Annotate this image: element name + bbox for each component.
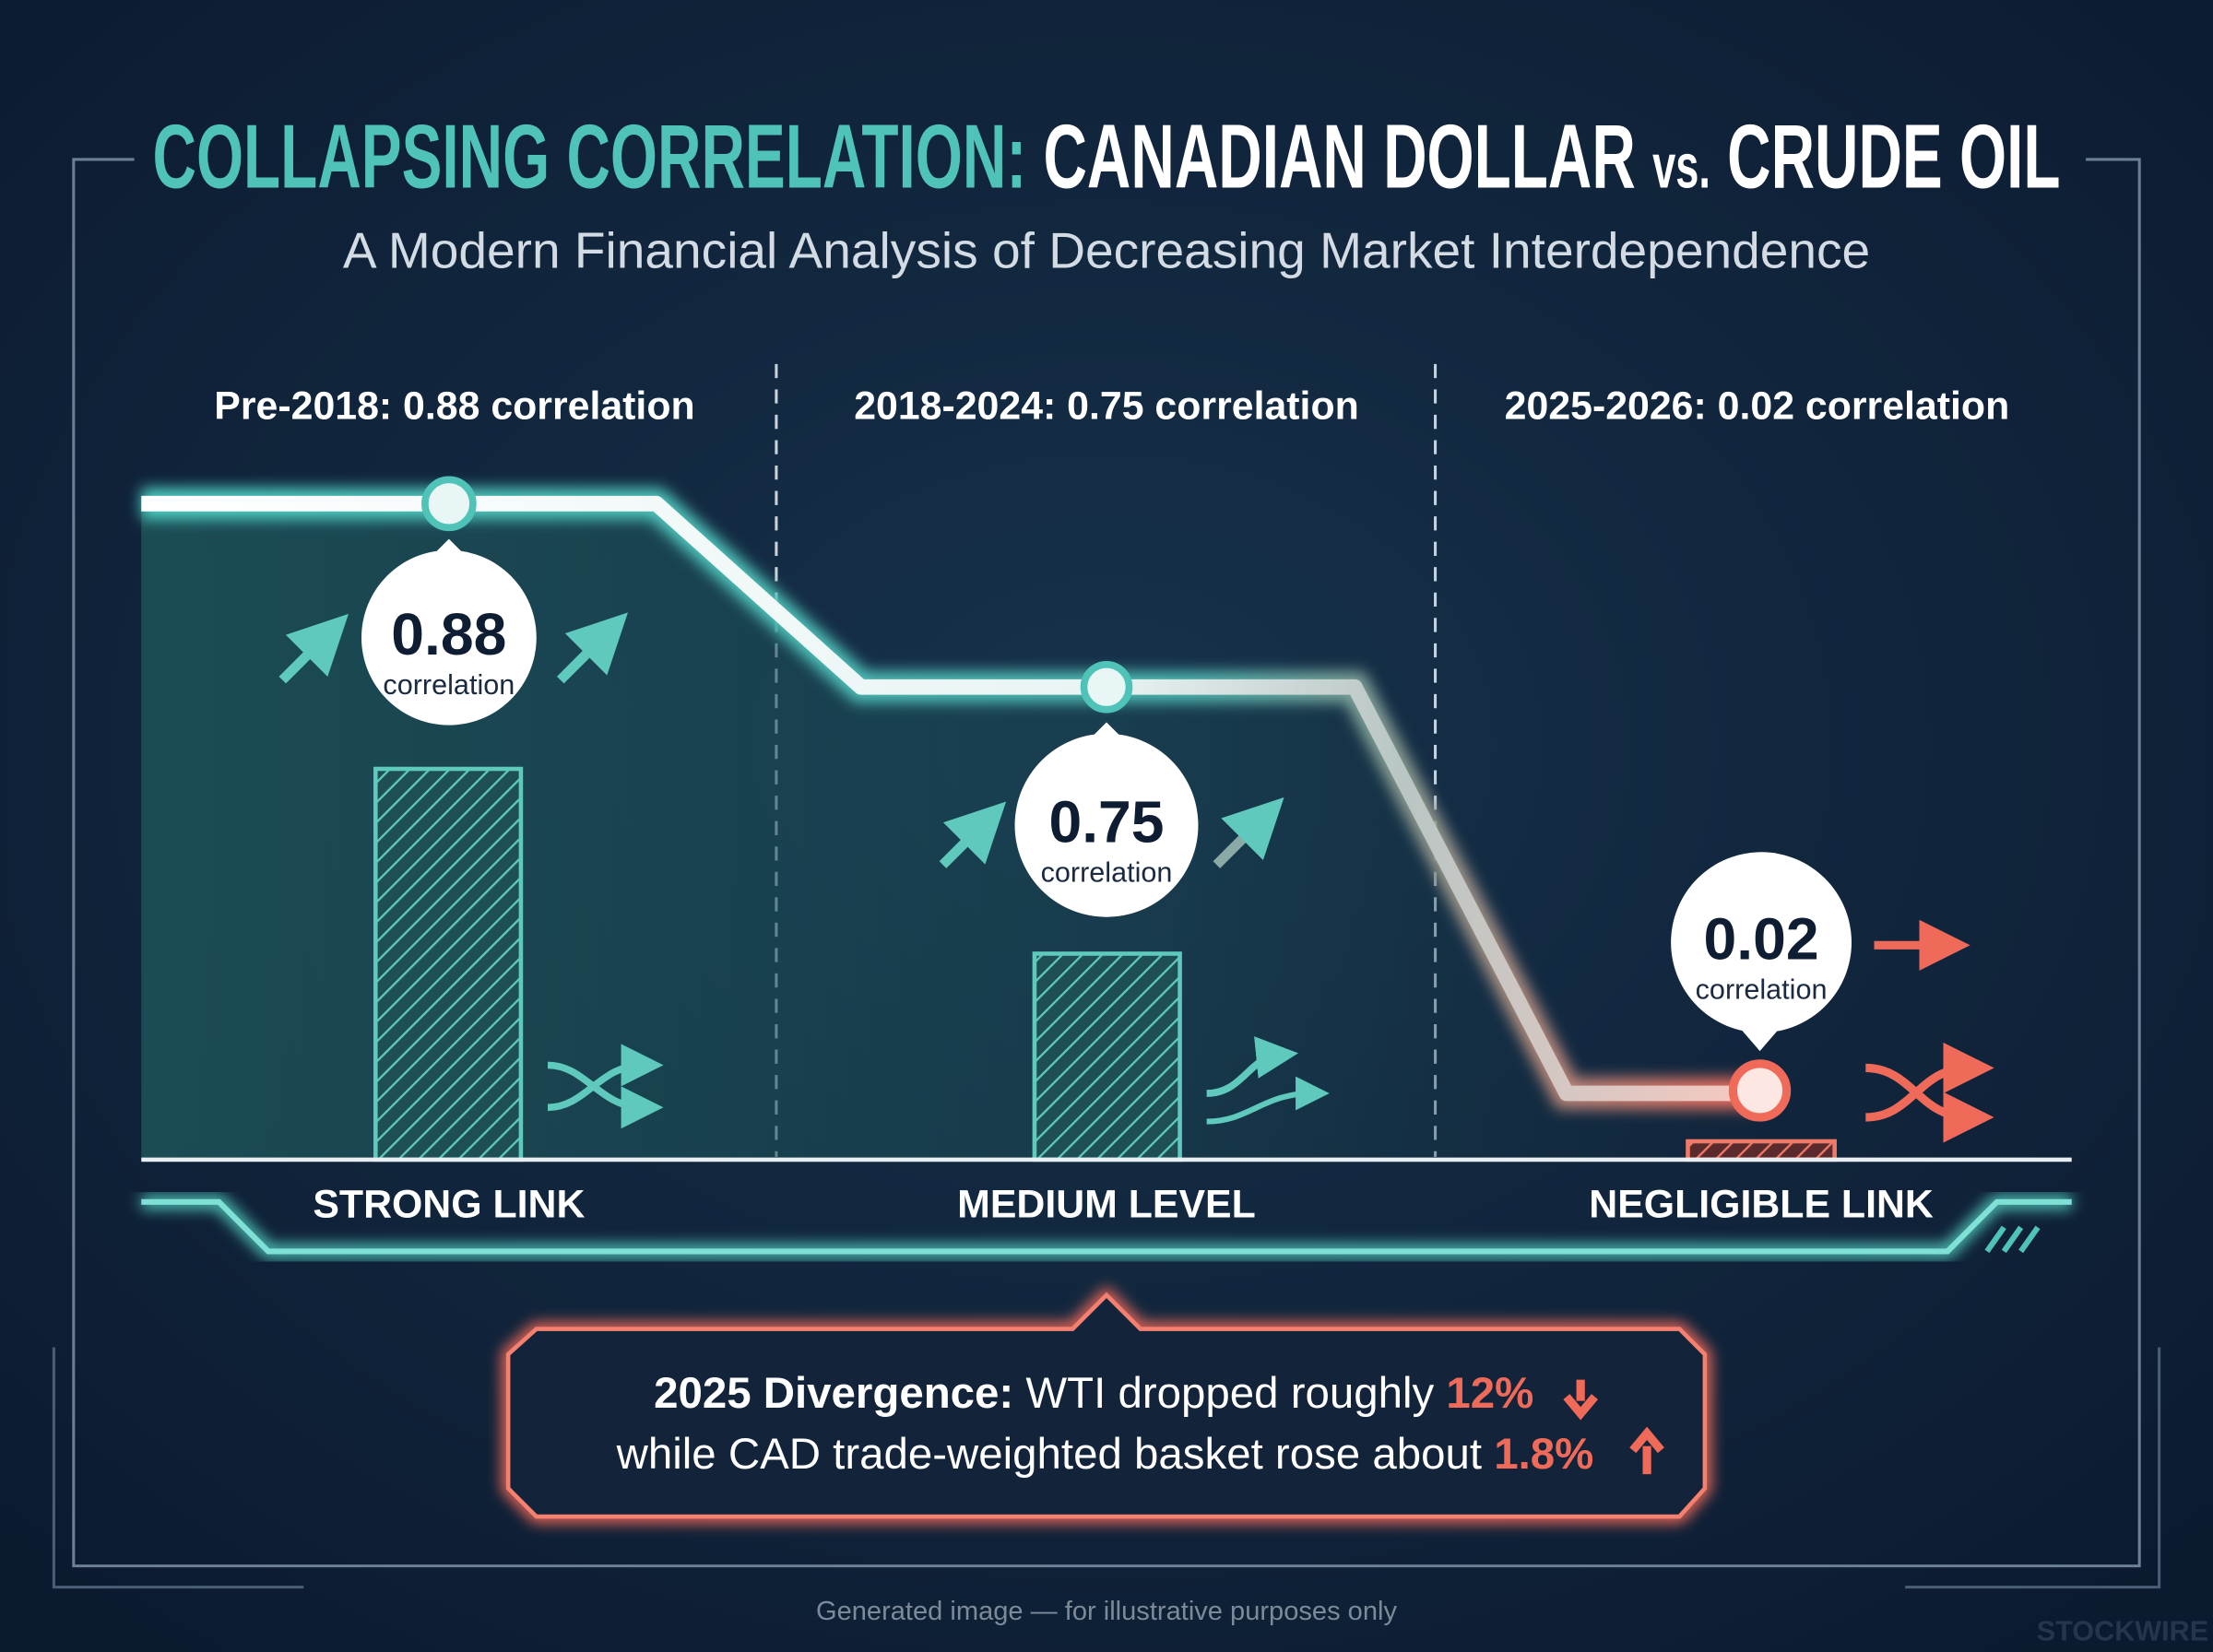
period-heading: 2025-2026: 0.02 correlation (1505, 384, 2010, 429)
period-label: MEDIUM LEVEL (957, 1183, 1256, 1227)
title-main: CANADIAN DOLLAR (1043, 106, 1635, 207)
callout-lead: 2025 Divergence: (654, 1369, 1013, 1418)
bubble-value: 0.75 (1048, 789, 1164, 856)
callout-box (505, 1292, 1708, 1519)
callout-line: 2025 Divergence: WTI dropped roughly 12% (654, 1369, 1533, 1418)
callout-text: WTI dropped roughly (1025, 1369, 1434, 1418)
cad-change: 1.8% (1494, 1430, 1593, 1479)
icons (1865, 919, 1994, 1143)
title-accent: COLLAPSING CORRELATION: (153, 106, 1027, 207)
bubble-value: 0.88 (391, 601, 506, 667)
watermark: STOCKWIRE (2037, 1616, 2208, 1647)
bar (373, 766, 524, 1162)
bracket (141, 1198, 2072, 1255)
bubble (1671, 852, 1852, 1122)
title-end: CRUDE OIL (1727, 106, 2060, 207)
bubble (361, 476, 537, 726)
title-vs: vs. (1652, 133, 1710, 202)
bubble-unit: correlation (1696, 974, 1828, 1005)
period-label: NEGLIGIBLE LINK (1589, 1183, 1934, 1227)
bracket-ticks (1984, 1225, 2041, 1254)
bar (1686, 1139, 1837, 1162)
title: COLLAPSING CORRELATION: CANADIAN DOLLAR … (153, 106, 2061, 207)
footer-note: Generated image — for illustrative purpo… (816, 1597, 1397, 1626)
bubble-unit: correlation (383, 669, 515, 701)
period-heading: Pre-2018: 0.88 correlation (214, 384, 694, 429)
bar (1032, 951, 1182, 1162)
callout-line: while CAD trade-weighted basket rose abo… (616, 1430, 1594, 1479)
down-arrow (1563, 1379, 1599, 1421)
frame (72, 158, 2141, 1568)
bubble (1014, 660, 1199, 917)
subtitle: A Modern Financial Analysis of Decreasin… (343, 222, 1870, 279)
wti-change: 12% (1446, 1369, 1533, 1418)
period-label: STRONG LINK (313, 1183, 585, 1227)
icons (278, 612, 1330, 1129)
frame-accent (52, 1347, 2161, 1589)
bubble-unit: correlation (1041, 856, 1173, 888)
callout-text: while CAD trade-weighted basket rose abo… (616, 1430, 1482, 1479)
period-heading: 2018-2024: 0.75 correlation (854, 384, 1359, 429)
bubble-value: 0.02 (1704, 906, 1819, 973)
up-arrow (1629, 1426, 1664, 1475)
